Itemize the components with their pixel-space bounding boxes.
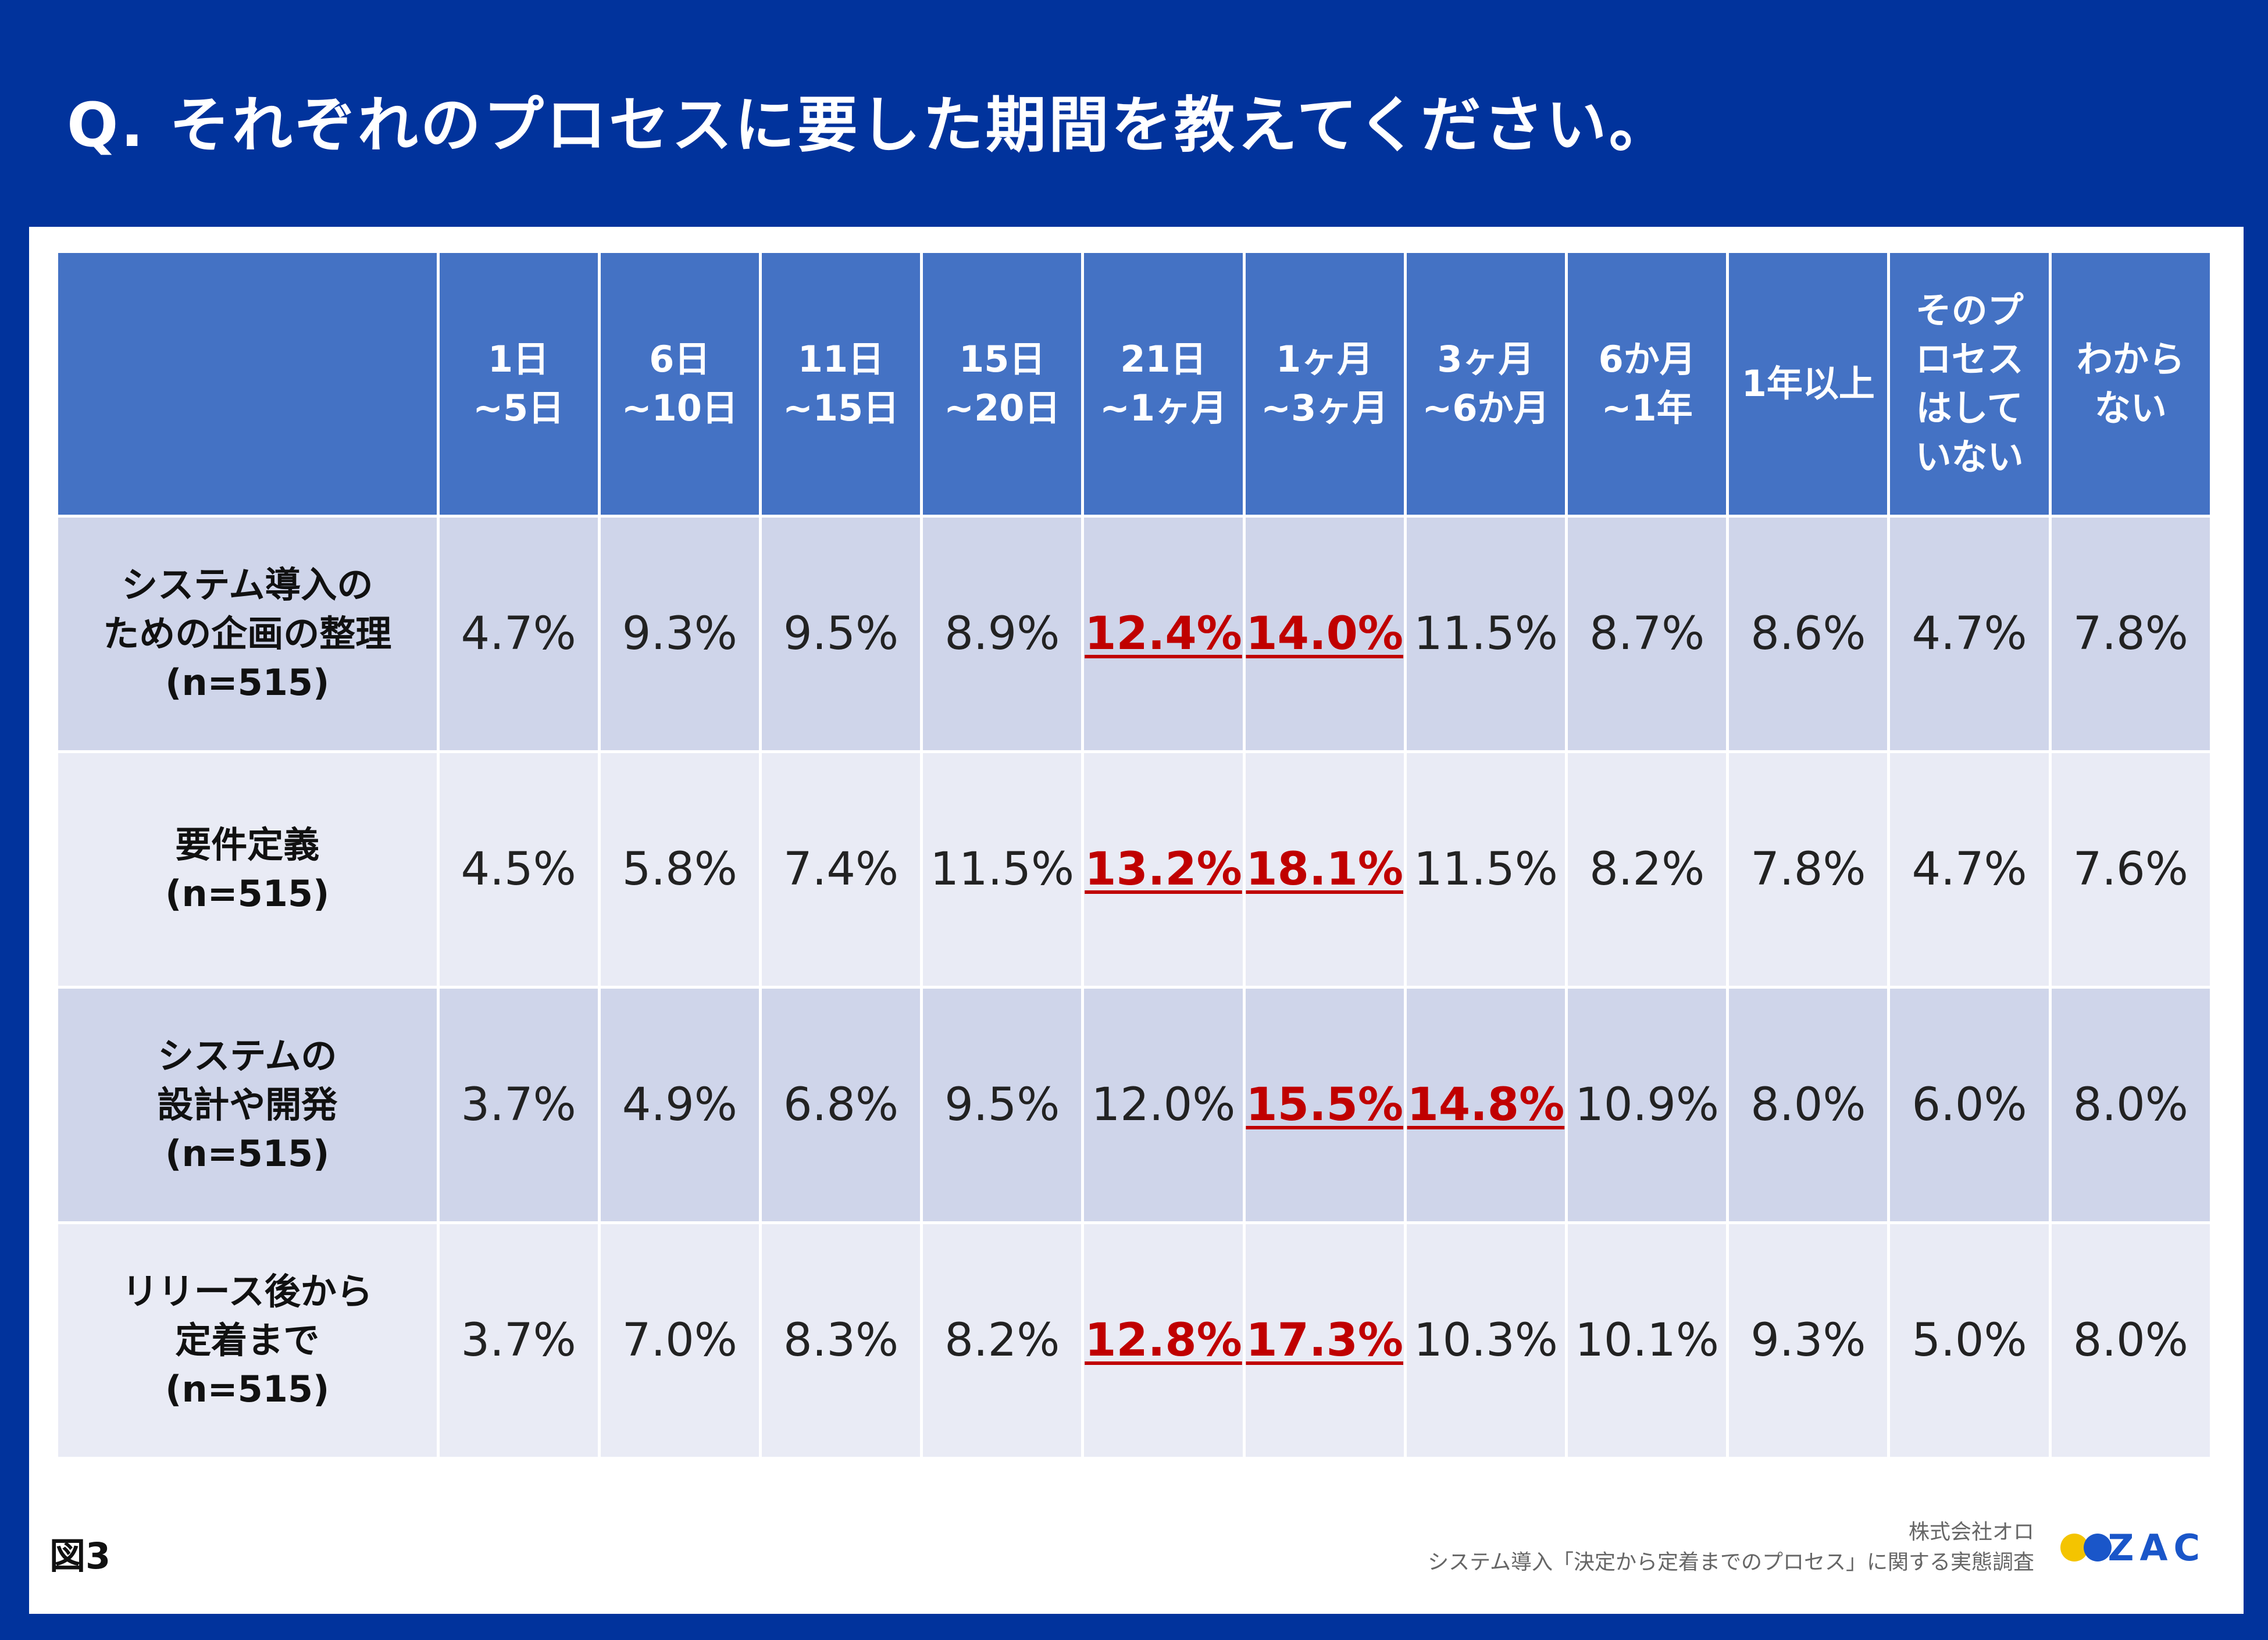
header-corner — [55, 250, 440, 518]
value-cell: 6.8% — [758, 986, 923, 1224]
column-header: 3ヶ月 ~6か月 — [1403, 250, 1568, 518]
value-cell: 9.3% — [597, 515, 762, 753]
highlighted-value-cell: 14.8% — [1403, 986, 1568, 1224]
column-header: 21日 ~1ヶ月 — [1081, 250, 1246, 518]
value-cell: 9.3% — [1726, 1221, 1891, 1460]
highlighted-value-cell: 17.3% — [1242, 1221, 1407, 1460]
row-label: システム導入の ための企画の整理 (n=515) — [55, 515, 440, 753]
column-header: 1ヶ月 ~3ヶ月 — [1242, 250, 1407, 518]
value-cell: 8.0% — [2048, 1221, 2213, 1460]
logo-blue-dot — [2084, 1534, 2112, 1561]
row-label: 要件定義 (n=515) — [55, 750, 440, 989]
value-cell: 4.7% — [1887, 515, 2052, 753]
value-cell: 7.0% — [597, 1221, 762, 1460]
value-cell: 4.9% — [597, 986, 762, 1224]
value-cell: 9.5% — [920, 986, 1085, 1224]
value-cell: 7.6% — [2048, 750, 2213, 989]
column-header: わから ない — [2048, 250, 2213, 518]
logo-text: ZAC — [2107, 1527, 2206, 1569]
table-row: システム導入の ための企画の整理 (n=515) 4.7% 9.3% 9.5% 8.9% 12… — [55, 515, 2213, 753]
results-table: 1日 ~5日 6日 ~10日 11日 ~15日 15日 ~20日 21日 ~1ヶ月 1ヶ月… — [55, 250, 2213, 1460]
highlighted-value-cell: 18.1% — [1242, 750, 1407, 989]
survey-name: システム導入「決定から定着までのプロセス」に関する実態調査 — [1428, 1550, 2034, 1574]
question-text: それぞれのプロセスに要した期間を教えてください。 — [169, 90, 1672, 161]
column-header: 11日 ~15日 — [758, 250, 923, 518]
value-cell: 12.0% — [1081, 986, 1246, 1224]
row-label: システムの 設計や開発 (n=515) — [55, 986, 440, 1224]
value-cell: 7.4% — [758, 750, 923, 989]
source-credit: 株式会社オロ システム導入「決定から定着までのプロセス」に関する実態調査 — [1428, 1517, 2034, 1578]
value-cell: 8.2% — [920, 1221, 1085, 1460]
value-cell: 8.7% — [1565, 515, 1729, 753]
value-cell: 10.3% — [1403, 1221, 1568, 1460]
company-name: 株式会社オロ — [1908, 1520, 2034, 1544]
value-cell: 5.0% — [1887, 1221, 2052, 1460]
value-cell: 3.7% — [436, 1221, 601, 1460]
value-cell: 3.7% — [436, 986, 601, 1224]
value-cell: 8.6% — [1726, 515, 1891, 753]
value-cell: 11.5% — [1403, 750, 1568, 989]
column-header: 15日 ~20日 — [920, 250, 1085, 518]
content-panel: 1日 ~5日 6日 ~10日 11日 ~15日 15日 ~20日 21日 ~1ヶ月 1ヶ月… — [29, 227, 2244, 1614]
value-cell: 11.5% — [920, 750, 1085, 989]
value-cell: 11.5% — [1403, 515, 1568, 753]
table-row: システムの 設計や開発 (n=515) 3.7% 4.9% 6.8% 9.5% 12.0% 15… — [55, 986, 2213, 1224]
highlighted-value-cell: 15.5% — [1242, 986, 1407, 1224]
value-cell: 8.9% — [920, 515, 1085, 753]
highlighted-value-cell: 14.0% — [1242, 515, 1407, 753]
value-cell: 6.0% — [1887, 986, 2052, 1224]
page-title: Q. それぞれのプロセスに要した期間を教えてください。 — [67, 76, 1672, 163]
value-cell: 4.7% — [1887, 750, 2052, 989]
table-row: リリース後から 定着まで (n=515) 3.7% 7.0% 8.3% 8.2% 12.8% 1… — [55, 1221, 2213, 1460]
column-header: 1年以上 — [1726, 250, 1891, 518]
highlighted-value-cell: 12.4% — [1081, 515, 1246, 753]
column-header: 6日 ~10日 — [597, 250, 762, 518]
value-cell: 5.8% — [597, 750, 762, 989]
column-header: 6か月 ~1年 — [1565, 250, 1729, 518]
value-cell: 8.3% — [758, 1221, 923, 1460]
value-cell: 9.5% — [758, 515, 923, 753]
row-label: リリース後から 定着まで (n=515) — [55, 1221, 440, 1460]
value-cell: 10.9% — [1565, 986, 1729, 1224]
value-cell: 8.0% — [1726, 986, 1891, 1224]
value-cell: 4.7% — [436, 515, 601, 753]
value-cell: 10.1% — [1565, 1221, 1729, 1460]
question-prefix: Q. — [67, 90, 146, 161]
header-row: 1日 ~5日 6日 ~10日 11日 ~15日 15日 ~20日 21日 ~1ヶ月 1ヶ月… — [55, 250, 2213, 518]
highlighted-value-cell: 12.8% — [1081, 1221, 1246, 1460]
value-cell: 7.8% — [1726, 750, 1891, 989]
figure-label: 図3 — [49, 1535, 111, 1577]
table-row: 要件定義 (n=515) 4.5% 5.8% 7.4% 11.5% 13.2% 18.1% 11… — [55, 750, 2213, 989]
column-header: そのプ ロセス はして いない — [1887, 250, 2052, 518]
column-header: 1日 ~5日 — [436, 250, 601, 518]
value-cell: 8.0% — [2048, 986, 2213, 1224]
value-cell: 7.8% — [2048, 515, 2213, 753]
value-cell: 4.5% — [436, 750, 601, 989]
value-cell: 8.2% — [1565, 750, 1729, 989]
highlighted-value-cell: 13.2% — [1081, 750, 1246, 989]
